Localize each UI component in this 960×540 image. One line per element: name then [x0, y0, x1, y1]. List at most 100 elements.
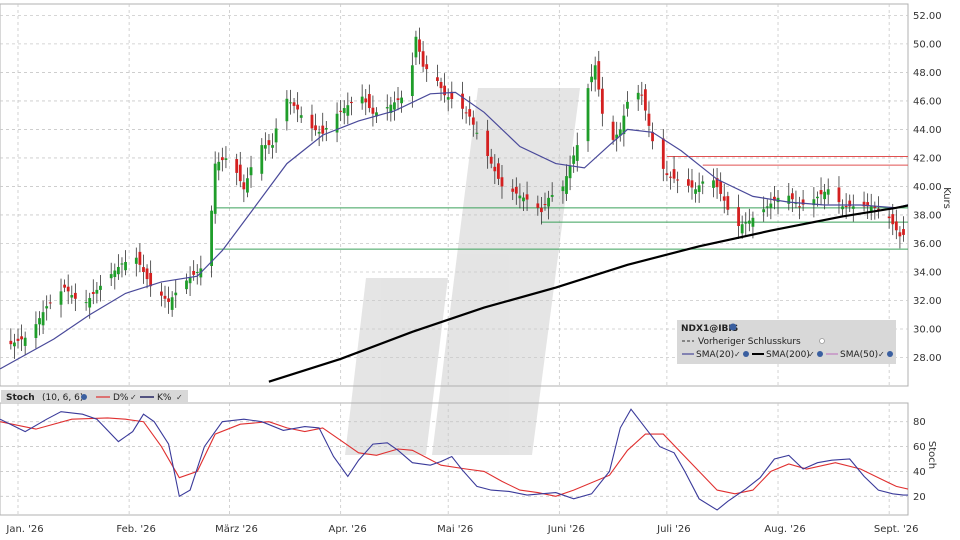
candle-body	[66, 286, 70, 292]
globe-icon[interactable]	[743, 351, 749, 357]
candle-body	[851, 206, 855, 209]
candle-body	[719, 181, 723, 194]
candle-body	[367, 94, 371, 109]
candle-body	[63, 284, 67, 288]
candle-body	[436, 77, 439, 81]
lower-plot-frame	[0, 402, 909, 516]
y-tick-label: 44.00	[913, 125, 942, 136]
candle-body	[572, 155, 576, 164]
candle-body	[712, 180, 715, 188]
candle-body	[500, 177, 504, 187]
x-tick-label: Feb. '26	[116, 524, 156, 535]
y-tick-label: 34.00	[913, 267, 942, 278]
candle-body	[335, 113, 339, 133]
candle-body	[421, 51, 425, 67]
candle-body	[769, 203, 773, 209]
candle-body	[676, 179, 680, 181]
candle-body	[292, 102, 296, 106]
upper-y-axis-title: Kurs	[941, 187, 952, 209]
candle-body	[790, 193, 794, 200]
candle-body	[393, 102, 396, 110]
stoch-legend-background	[1, 390, 188, 403]
candle-body	[296, 104, 300, 110]
eye-icon[interactable]	[819, 338, 825, 344]
candle-body	[99, 285, 102, 290]
candle-body	[543, 204, 547, 206]
check-icon[interactable]: ✓	[176, 393, 183, 402]
candle-body	[887, 216, 891, 219]
candle-body	[450, 91, 454, 100]
candle-body	[540, 207, 543, 213]
check-icon[interactable]: ✓	[130, 393, 137, 402]
candle-body	[23, 337, 27, 346]
globe-icon[interactable]	[81, 394, 87, 400]
candle-body	[841, 206, 844, 210]
candle-body	[565, 176, 568, 194]
y-tick-label: 42.00	[913, 153, 942, 164]
candle-body	[109, 274, 113, 279]
candle-body	[622, 115, 626, 135]
candle-body	[615, 134, 619, 139]
globe-icon[interactable]	[887, 351, 893, 357]
candle-body	[726, 196, 730, 210]
candle-body	[95, 289, 99, 294]
x-tick-label: Juni '26	[547, 524, 585, 535]
candle-body	[41, 312, 45, 326]
y-tick-label: 50.00	[913, 39, 942, 50]
candle-body	[271, 145, 274, 148]
candle-body	[324, 128, 328, 130]
candle-body	[45, 306, 49, 309]
candle-body	[493, 166, 497, 172]
candle-body	[113, 270, 117, 278]
candle-body	[149, 272, 153, 287]
stoch-d-line	[0, 417, 908, 497]
candle-body	[877, 208, 880, 210]
candle-body	[425, 64, 429, 70]
candle-body	[669, 176, 672, 178]
x-tick-label: Sept. '26	[874, 524, 919, 535]
candle-body	[342, 108, 346, 114]
candle-body	[568, 165, 572, 179]
lower-gridlines	[0, 403, 908, 515]
candle-body	[13, 342, 16, 347]
candle-body	[260, 145, 264, 174]
globe-icon[interactable]	[817, 351, 823, 357]
candle-body	[575, 145, 579, 161]
candle-body	[116, 266, 120, 275]
candle-body	[844, 205, 848, 207]
candle-body	[823, 191, 827, 200]
candle-body	[869, 206, 873, 213]
globe-icon[interactable]	[729, 323, 737, 331]
legend-prev-close: Vorheriger Schlusskurs	[698, 337, 801, 347]
candle-body	[862, 201, 866, 207]
candle-body	[242, 182, 246, 190]
candle-body	[794, 202, 798, 204]
candle-body	[891, 214, 895, 225]
upper-y-axis: 52.00 50.00 48.00 46.00 44.00 42.00 40.00 38.00…	[913, 11, 942, 364]
y-tick-label: 48.00	[913, 68, 942, 79]
check-icon[interactable]: ✓	[734, 350, 741, 359]
candle-body	[751, 217, 755, 227]
check-icon[interactable]: ✓	[878, 350, 885, 359]
candle-body	[134, 257, 138, 264]
candle-body	[819, 190, 823, 195]
candle-body	[848, 200, 852, 207]
lower-y-axis: 80 60 40 20	[913, 417, 926, 503]
candle-body	[686, 179, 690, 186]
candle-body	[626, 101, 629, 109]
candle-body	[812, 199, 816, 206]
candle-body	[522, 197, 525, 202]
price-legend: NDX1@IBIS Vorheriger Schlusskurs SMA(20)…	[677, 320, 896, 364]
candle-body	[590, 76, 593, 83]
candle-body	[514, 186, 518, 194]
candle-body	[798, 206, 801, 208]
candle-body	[339, 110, 343, 112]
check-icon[interactable]: ✓	[808, 350, 815, 359]
candle-body	[600, 88, 604, 114]
candle-body	[400, 97, 403, 104]
candle-body	[561, 186, 565, 192]
legend-sma200: SMA(200)	[766, 350, 810, 360]
candle-body	[898, 232, 902, 237]
candle-body	[518, 195, 522, 199]
